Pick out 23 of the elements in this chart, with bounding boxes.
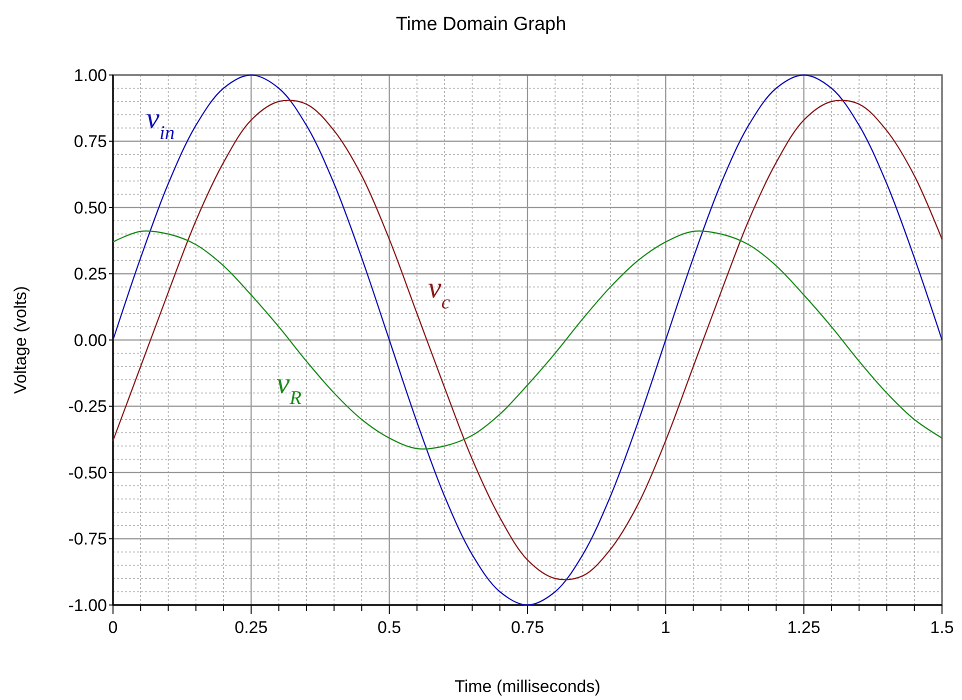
y-tick-label: 1.00 xyxy=(74,66,107,85)
x-tick-label: 1.5 xyxy=(930,618,954,637)
x-tick-label: 0 xyxy=(108,618,118,637)
y-tick-label: -0.50 xyxy=(68,463,107,482)
x-tick-label: 1 xyxy=(660,618,670,637)
line-series xyxy=(112,230,943,450)
series-label: v$_{in}$ xyxy=(146,102,175,144)
y-axis-title: Voltage (volts) xyxy=(11,286,30,394)
y-tick-label: -0.75 xyxy=(68,530,107,549)
series-label: v$_{c}$ xyxy=(428,272,450,314)
y-tick-label: 0.50 xyxy=(74,198,107,218)
x-tick-label: 0.5 xyxy=(378,618,402,637)
y-tick-label: -1.00 xyxy=(68,596,107,615)
series-label: v$_{R}$ xyxy=(276,367,302,408)
x-tick-label: 1.25 xyxy=(787,618,820,637)
chart-title: Time Domain Graph xyxy=(396,14,566,35)
y-tick-label: -0.25 xyxy=(68,397,107,416)
y-tick-label: 0.75 xyxy=(74,132,107,152)
y-tick-label: 0.25 xyxy=(74,264,107,284)
x-axis-title: Time (milliseconds) xyxy=(454,677,600,696)
x-tick-label: 0.75 xyxy=(510,618,544,637)
y-tick-label: 0.00 xyxy=(74,330,107,350)
x-tick-label: 0.25 xyxy=(234,618,268,637)
